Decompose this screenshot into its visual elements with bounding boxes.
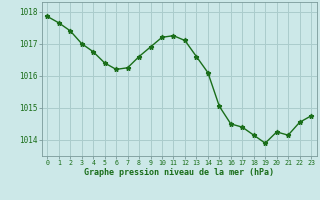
X-axis label: Graphe pression niveau de la mer (hPa): Graphe pression niveau de la mer (hPa) — [84, 168, 274, 177]
